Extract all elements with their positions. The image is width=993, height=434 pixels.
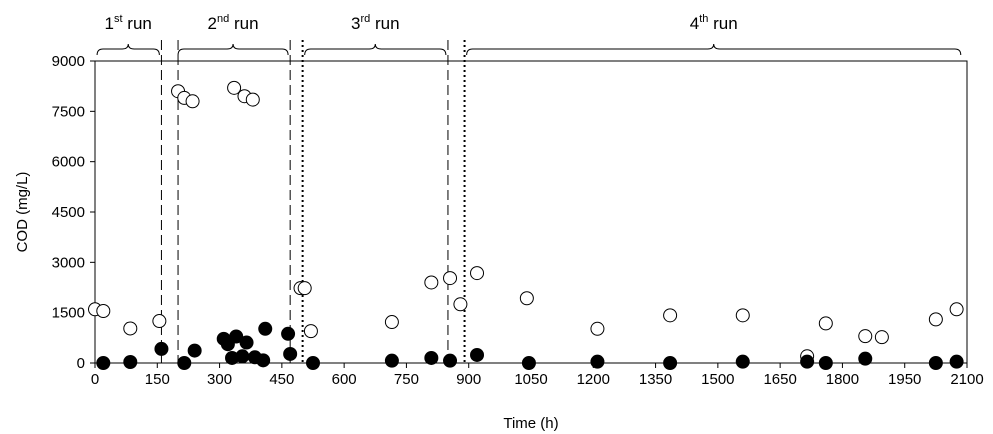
x-tick-label: 1800 [826, 371, 859, 388]
open-circle-point [152, 314, 167, 329]
run-label: 4th run [690, 13, 738, 33]
filled-circle-point [590, 354, 605, 369]
filled-circle-point [521, 356, 536, 370]
run-brace [177, 43, 289, 56]
x-tick-label: 1050 [514, 371, 547, 388]
filled-circle-point [800, 354, 815, 369]
filled-circle-point [424, 350, 439, 365]
run-label: 1st run [105, 13, 152, 33]
x-tick-label: 450 [269, 371, 294, 388]
y-axis-title: COD (mg/L) [14, 172, 31, 253]
open-circle-point [470, 266, 485, 281]
y-tick-label: 1500 [52, 305, 85, 322]
open-circle-point [443, 271, 458, 286]
filled-circle-point [443, 353, 458, 368]
y-tick-label: 9000 [52, 53, 85, 70]
x-axis: 0 150 300 450 600 750 900 1050 1200 1350 1500 1650 1… [91, 363, 984, 388]
filled-circle-point [384, 353, 399, 368]
y-axis: 0 1500 3000 4500 6000 7500 9000 [52, 53, 95, 372]
open-circle-point [123, 321, 138, 336]
open-circle-point [245, 92, 260, 107]
filled-circle-point [818, 356, 833, 370]
x-axis-title: Time (h) [503, 415, 558, 432]
x-tick-label: 1350 [639, 371, 672, 388]
x-tick-label: 300 [207, 371, 232, 388]
plot-area-frame [94, 60, 968, 364]
open-circle-point [297, 281, 312, 296]
filled-circle-point [154, 341, 169, 356]
y-tick-label: 3000 [52, 254, 85, 271]
x-tick-label: 2100 [950, 371, 983, 388]
run-ordinal-suffix: st [114, 13, 123, 25]
y-tick-label: 7500 [52, 103, 85, 120]
filled-circle-point [928, 356, 943, 370]
run-ordinal-suffix: nd [217, 13, 229, 25]
run-number: 2 [208, 14, 217, 33]
run-number: 3 [351, 14, 360, 33]
x-tick-label: 900 [456, 371, 481, 388]
y-tick-label: 4500 [52, 204, 85, 221]
x-tick-label: 1200 [577, 371, 610, 388]
run-brace [466, 43, 962, 56]
run-word: run [370, 14, 399, 33]
open-circle-point [303, 324, 318, 339]
run-braces: 1st run 2nd run 3rd run 4th run [96, 13, 962, 56]
open-circle-point [424, 275, 439, 290]
filled-circle-point [235, 349, 250, 364]
open-circle-point [858, 329, 873, 344]
open-circle-point [928, 312, 943, 327]
filled-circle-point [735, 354, 750, 369]
open-circle-point [818, 316, 833, 331]
y-tick-label: 0 [77, 355, 85, 372]
run-brace [304, 43, 447, 56]
filled-circle-point [96, 356, 111, 370]
filled-circle-point [258, 321, 273, 336]
filled-circle-point [123, 354, 138, 369]
open-circle-point [949, 302, 964, 317]
run-word: run [123, 14, 152, 33]
open-circle-point [663, 308, 678, 323]
run-dividers [160, 40, 466, 363]
filled-circle-point [177, 356, 192, 370]
filled-circle-point [187, 343, 202, 358]
open-circle-point [519, 291, 534, 306]
y-tick-label: 6000 [52, 154, 85, 171]
run-number: 1 [105, 14, 114, 33]
open-circle-point [384, 315, 399, 330]
run-brace [96, 43, 160, 56]
filled-circle-point [281, 326, 296, 341]
filled-circle-point [858, 351, 873, 366]
x-tick-label: 750 [394, 371, 419, 388]
open-circle-point [735, 308, 750, 323]
filled-circle-point [229, 329, 244, 344]
x-tick-label: 0 [91, 371, 99, 388]
x-tick-label: 1500 [701, 371, 734, 388]
open-circle-point [874, 330, 889, 345]
filled-circle-point [949, 354, 964, 369]
filled-circle-point [663, 356, 678, 370]
x-tick-label: 1650 [763, 371, 796, 388]
filled-circle-point [283, 346, 298, 361]
open-circle-point [590, 321, 605, 336]
run-word: run [708, 14, 737, 33]
filled-circle-point [470, 347, 485, 362]
run-ordinal-suffix: rd [360, 13, 370, 25]
x-tick-label: 1950 [888, 371, 921, 388]
run-ordinal-suffix: th [699, 13, 708, 25]
open-circle-point [227, 80, 242, 95]
run-number: 4 [690, 14, 699, 33]
open-circle-point [453, 297, 468, 312]
open-circle-point [185, 94, 200, 109]
filled-circle-point [256, 353, 271, 368]
run-word: run [229, 14, 258, 33]
filled-circle-point [306, 356, 320, 370]
open-circle-point [96, 303, 111, 318]
x-tick-label: 600 [332, 371, 357, 388]
run-label: 3rd run [351, 13, 400, 33]
filled-circle-point [239, 335, 254, 350]
data-points [88, 80, 964, 370]
run-label: 2nd run [208, 13, 259, 33]
x-tick-label: 150 [145, 371, 170, 388]
